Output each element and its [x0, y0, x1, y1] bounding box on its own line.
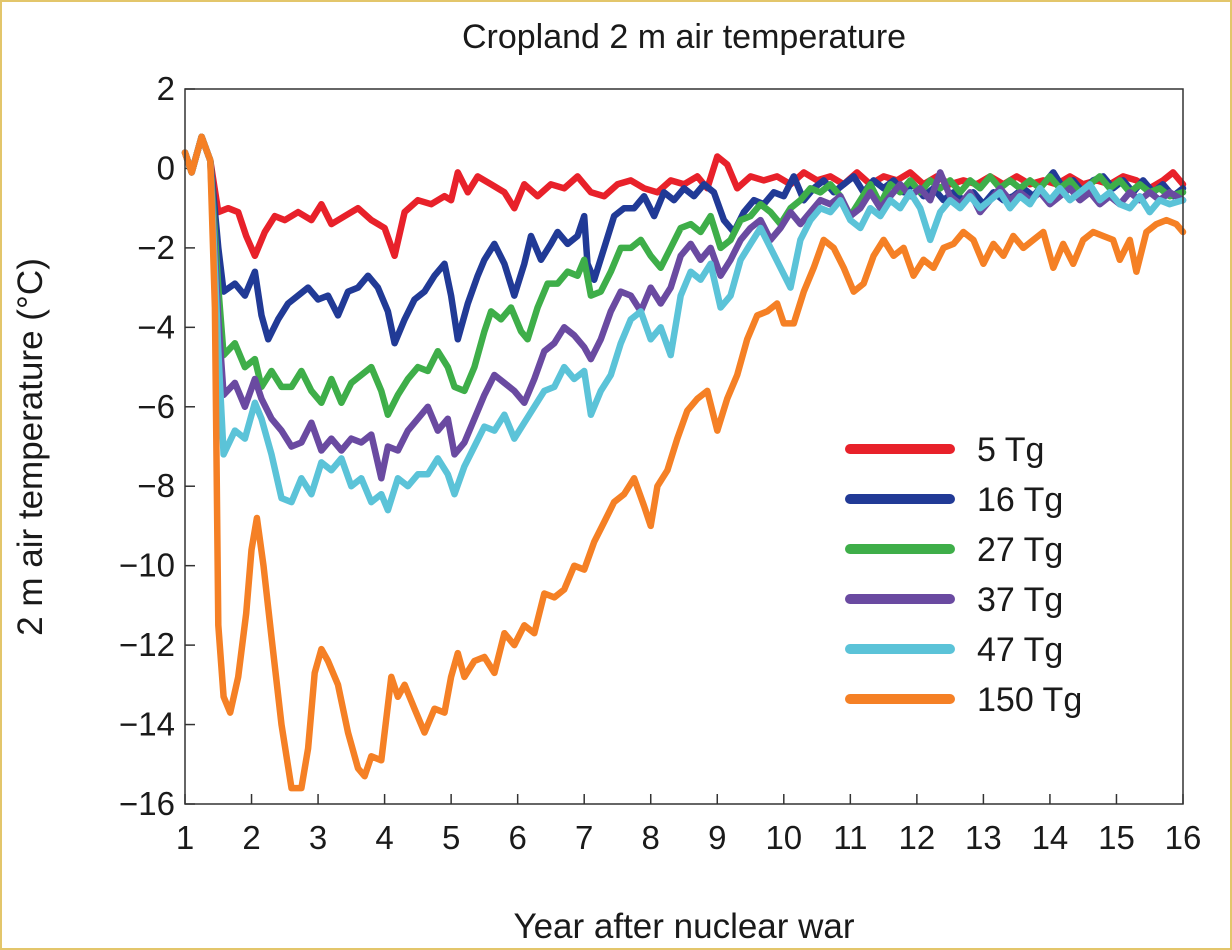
x-tick-label: 14: [1032, 819, 1069, 856]
y-tick-label: −6: [137, 388, 175, 425]
legend-label: 5 Tg: [977, 431, 1044, 469]
y-tick-label: −16: [119, 785, 175, 822]
plot-area-border: [184, 88, 1184, 805]
x-tick-label: 13: [965, 819, 1002, 856]
legend-label: 150 Tg: [977, 681, 1082, 719]
y-tick-label: −8: [137, 467, 175, 504]
x-tick-label: 4: [375, 819, 393, 856]
y-tick-label: −4: [137, 308, 175, 345]
legend-label: 37 Tg: [977, 581, 1063, 619]
y-tick-label: −2: [137, 229, 175, 266]
y-tick-label: −12: [119, 626, 175, 663]
series-line-37-tg: [181, 133, 1187, 482]
legend-label: 16 Tg: [977, 481, 1063, 519]
y-tick-label: 0: [157, 149, 175, 186]
x-tick-label: 15: [1098, 819, 1135, 856]
legend-label: 27 Tg: [977, 531, 1063, 569]
x-tick-label: 6: [508, 819, 526, 856]
x-axis-title: Year after nuclear war: [513, 907, 854, 946]
x-tick-label: 11: [833, 819, 867, 856]
y-tick-label: 2: [157, 70, 175, 107]
y-tick-label: −10: [119, 547, 175, 584]
x-axis-ticks: 1 2 3 4 5 6 7 8 9 10 11 12 13 14 15 16: [176, 794, 1202, 856]
y-tick-label: −14: [119, 706, 175, 743]
x-tick-label: 3: [309, 819, 327, 856]
series-line-27-tg: [181, 133, 1187, 418]
y-axis-ticks: 2 0 −2 −4 −6 −8 −10 −12 −14 −16: [119, 70, 195, 822]
series-line-150-tg: [181, 133, 1187, 792]
chart-title: Cropland 2 m air temperature: [462, 18, 906, 56]
series-lines: [181, 133, 1187, 792]
x-tick-label: 2: [242, 819, 260, 856]
x-tick-label: 10: [765, 819, 802, 856]
x-tick-label: 16: [1165, 819, 1202, 856]
x-tick-label: 7: [575, 819, 593, 856]
x-tick-label: 1: [176, 819, 194, 856]
legend-label: 47 Tg: [977, 631, 1063, 669]
x-tick-label: 8: [642, 819, 660, 856]
series-line-47-tg: [181, 133, 1187, 514]
x-tick-label: 5: [442, 819, 460, 856]
x-tick-label: 9: [708, 819, 726, 856]
x-tick-label: 12: [899, 819, 936, 856]
y-axis-title: 2 m air temperature (°C): [11, 258, 50, 636]
legend: 5 Tg 16 Tg 27 Tg 37 Tg 47 Tg 150 Tg: [845, 431, 1082, 719]
